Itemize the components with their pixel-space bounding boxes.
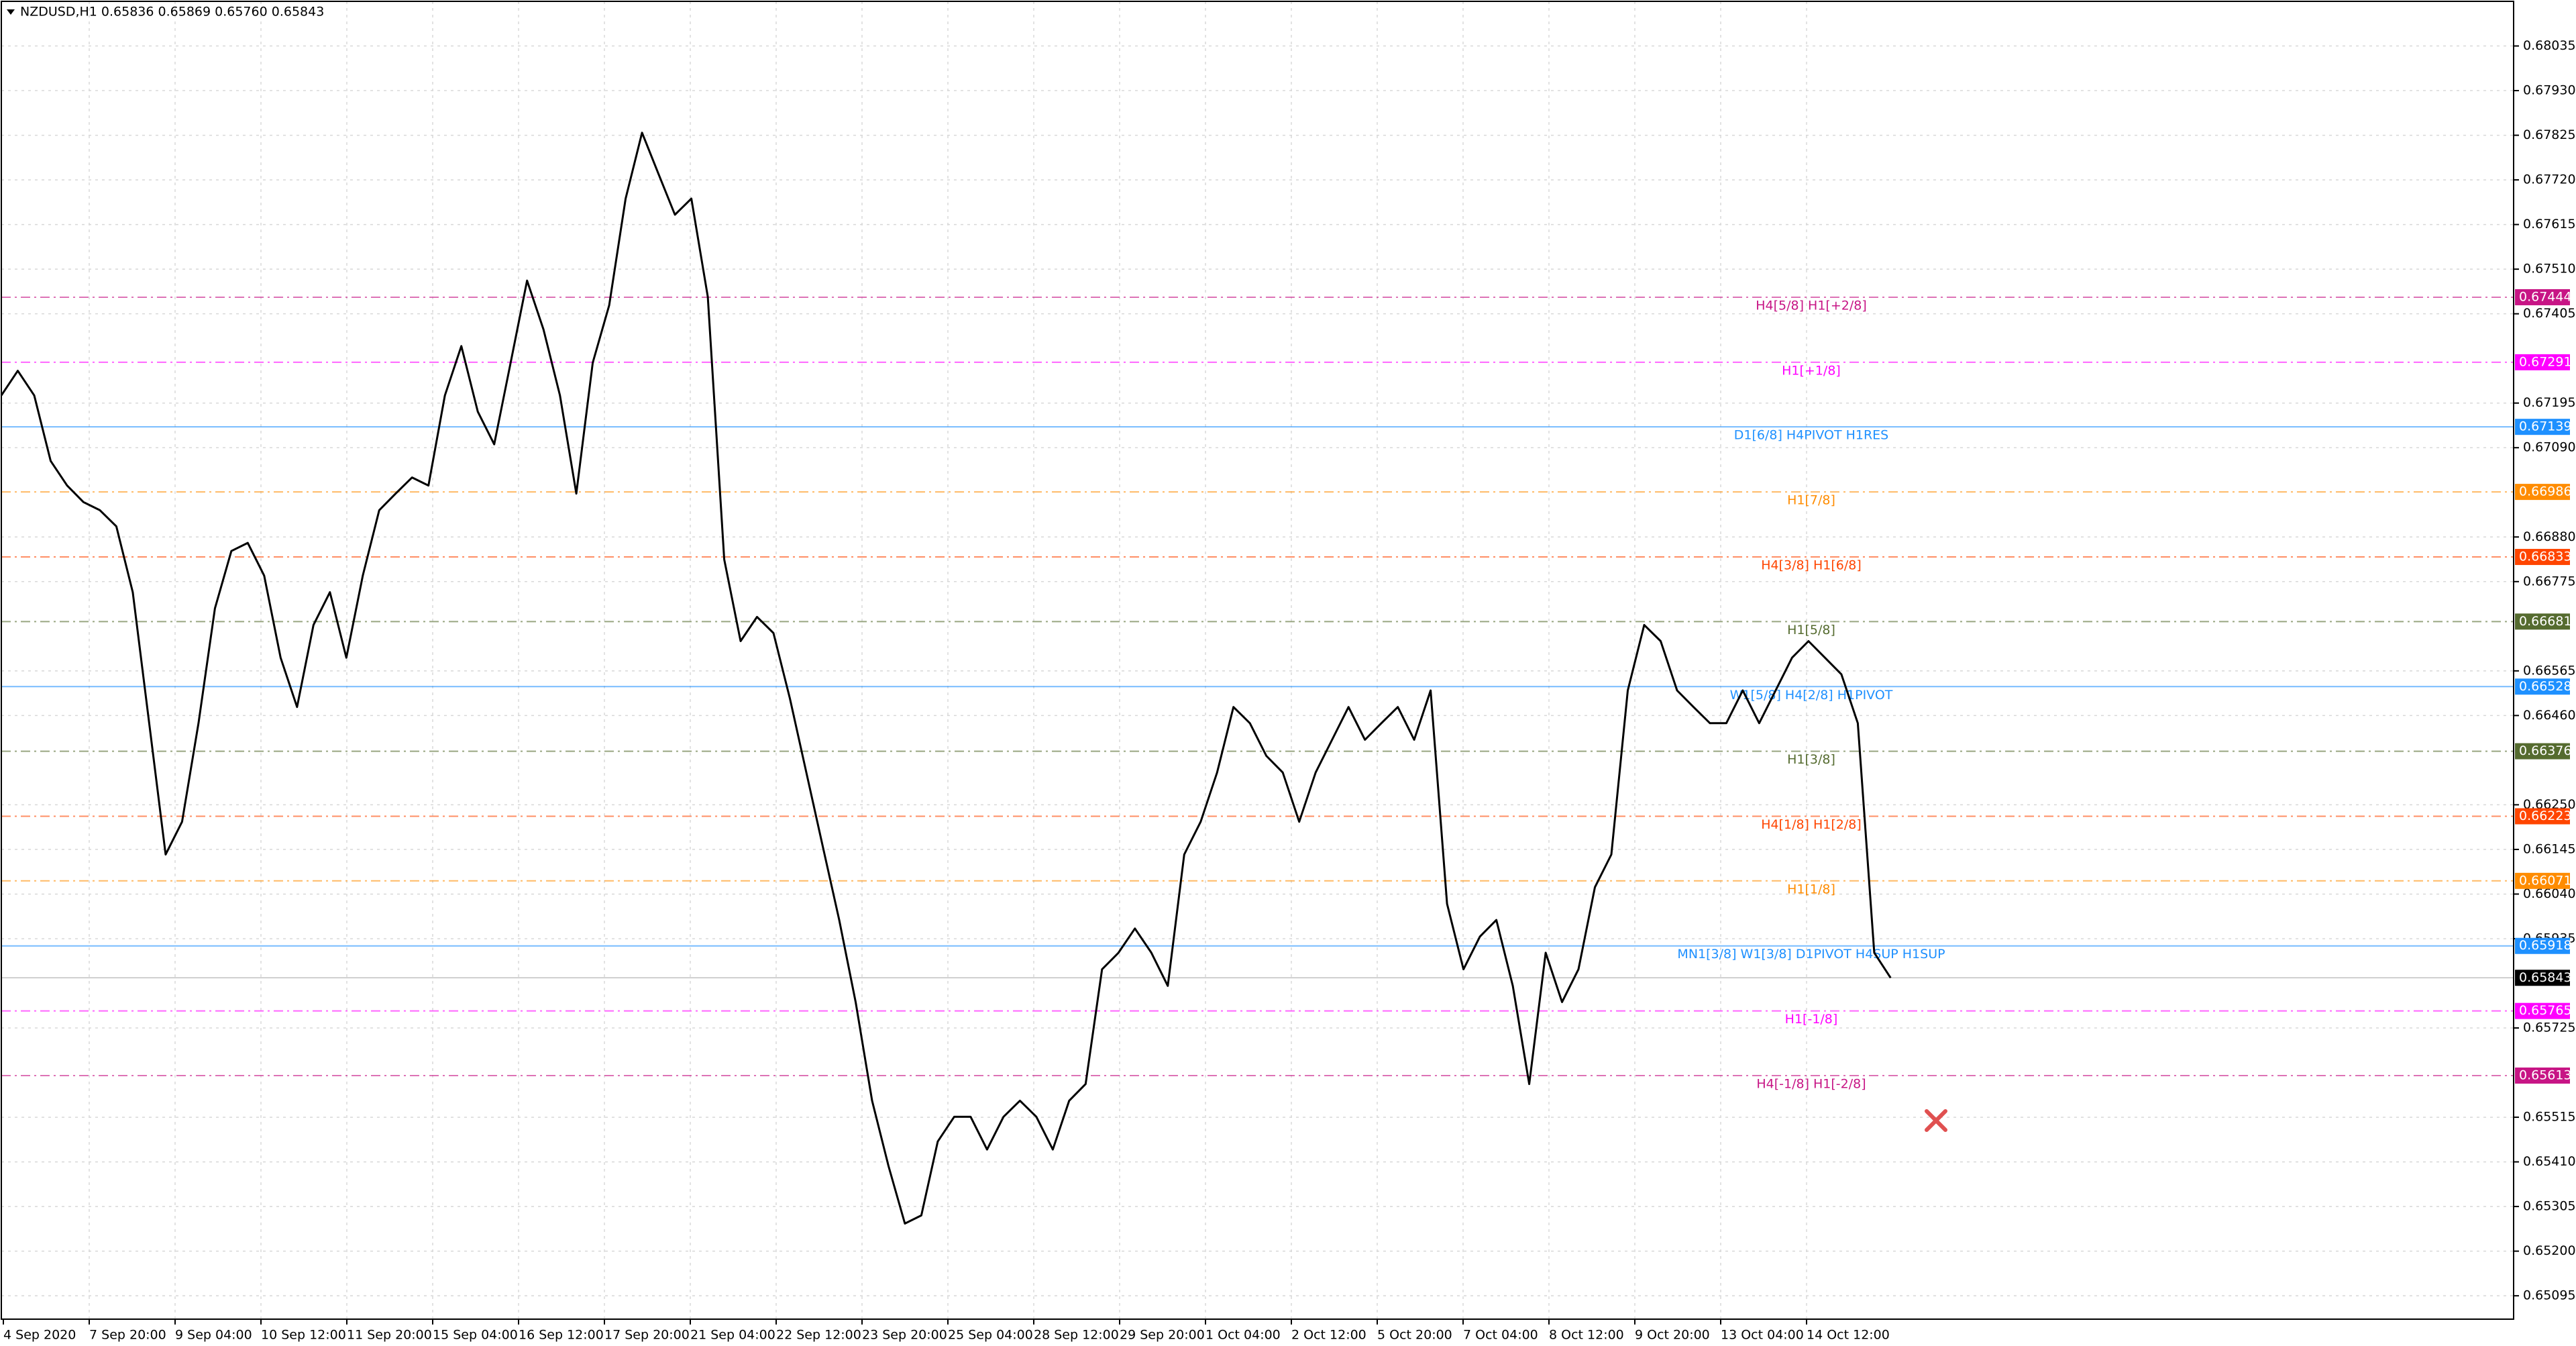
price-box <box>2515 808 2570 825</box>
x-tick-label: 17 Sep 20:00 <box>604 1328 690 1343</box>
price-box <box>2515 419 2570 435</box>
y-tick-label: 0.66880 <box>2523 529 2576 544</box>
y-tick-label: 0.67405 <box>2523 306 2576 321</box>
price-box <box>2515 549 2570 566</box>
y-tick-label: 0.65095 <box>2523 1288 2576 1303</box>
price-box <box>2515 1002 2570 1019</box>
y-tick-label: 0.65305 <box>2523 1199 2576 1214</box>
y-tick-label: 0.66145 <box>2523 841 2576 856</box>
x-tick-label: 1 Oct 04:00 <box>1205 1328 1281 1343</box>
x-tick-label: 5 Oct 20:00 <box>1377 1328 1452 1343</box>
series <box>0 132 1892 1225</box>
price-box-label: 0.65918 <box>2519 938 2572 953</box>
price-box <box>2515 678 2570 695</box>
x-tick-label: 7 Sep 20:00 <box>89 1328 166 1343</box>
price-box-label: 0.66986 <box>2519 484 2572 499</box>
price-box-label: 0.67444 <box>2519 289 2572 304</box>
price-box-label: 0.66223 <box>2519 809 2572 823</box>
price-box <box>2515 743 2570 760</box>
price-box <box>2515 289 2570 305</box>
y-tick-label: 0.66565 <box>2523 663 2576 678</box>
x-tick-label: 8 Oct 12:00 <box>1549 1328 1624 1343</box>
level-label: H1[5/8] <box>1787 623 1835 637</box>
y-tick-label: 0.65410 <box>2523 1154 2576 1169</box>
y-tick-label: 0.67510 <box>2523 262 2576 276</box>
grid <box>1 1 2514 1319</box>
level-label: H1[+1/8] <box>1782 363 1841 378</box>
price-box <box>2515 613 2570 630</box>
y-tick-label: 0.67615 <box>2523 217 2576 231</box>
x-tick-label: 15 Sep 04:00 <box>433 1328 518 1343</box>
y-tick-label: 0.66460 <box>2523 708 2576 723</box>
x-tick-label: 10 Sep 12:00 <box>261 1328 346 1343</box>
y-tick-label: 0.67720 <box>2523 172 2576 187</box>
x-tick-label: 7 Oct 04:00 <box>1463 1328 1538 1343</box>
level-label: H1[-1/8] <box>1785 1012 1838 1027</box>
price-box-label: 0.67291 <box>2519 354 2572 369</box>
price-box-label: 0.66528 <box>2519 679 2572 694</box>
x-tick-label: 16 Sep 12:00 <box>519 1328 604 1343</box>
y-tick-label: 0.65725 <box>2523 1021 2576 1035</box>
x-tick-label: 22 Sep 12:00 <box>776 1328 861 1343</box>
x-tick-label: 4 Sep 2020 <box>3 1328 76 1343</box>
x-tick-label: 13 Oct 04:00 <box>1721 1328 1804 1343</box>
last-price-box <box>2515 970 2570 986</box>
plot-frame <box>1 1 2514 1320</box>
y-tick-label: 0.67090 <box>2523 440 2576 455</box>
price-box <box>2515 354 2570 370</box>
level-label: H4[3/8] H1[6/8] <box>1761 558 1862 573</box>
level-label: H4[1/8] H1[2/8] <box>1761 817 1862 832</box>
level-label: H4[5/8] H1[+2/8] <box>1756 298 1867 313</box>
price-box-label: 0.66681 <box>2519 614 2572 629</box>
y-tick-label: 0.66040 <box>2523 886 2576 901</box>
price-line <box>0 132 1892 1225</box>
price-box <box>2515 937 2570 954</box>
price-box <box>2515 872 2570 889</box>
price-box-label: 0.66833 <box>2519 550 2572 564</box>
x-tick-label: 29 Sep 20:00 <box>1120 1328 1205 1343</box>
level-label: H1[1/8] <box>1787 882 1835 896</box>
level-label: H1[3/8] <box>1787 752 1835 767</box>
price-box-label: 0.65613 <box>2519 1068 2572 1082</box>
y-tick-label: 0.65515 <box>2523 1110 2576 1125</box>
level-label: W1[5/8] H4[2/8] H1PIVOT <box>1730 688 1893 703</box>
axes: 0.68035 0.67930 0.67825 0.67720 0.67615 0.675… <box>3 38 2576 1343</box>
x-tick-label: 2 Oct 12:00 <box>1291 1328 1366 1343</box>
y-tick-label: 0.68035 <box>2523 38 2576 53</box>
x-tick-label: 28 Sep 12:00 <box>1034 1328 1119 1343</box>
x-tick-label: 11 Sep 20:00 <box>347 1328 432 1343</box>
y-tick-label: 0.67195 <box>2523 395 2576 410</box>
x-tick-label: 9 Oct 20:00 <box>1635 1328 1710 1343</box>
y-tick-label: 0.67825 <box>2523 127 2576 142</box>
x-tick-label: 21 Sep 04:00 <box>690 1328 775 1343</box>
y-tick-label: 0.66775 <box>2523 574 2576 588</box>
price-box-label: 0.65765 <box>2519 1003 2572 1018</box>
last-price-label: 0.65843 <box>2519 970 2572 985</box>
x-tick-label: 9 Sep 04:00 <box>175 1328 252 1343</box>
level-label: D1[6/8] H4PIVOT H1RES <box>1734 428 1889 443</box>
price-box-label: 0.66071 <box>2519 873 2572 888</box>
x-tick-label: 14 Oct 12:00 <box>1807 1328 1890 1343</box>
menu-triangle <box>7 9 15 15</box>
close-marker <box>1925 1109 1947 1132</box>
y-tick-label: 0.67930 <box>2523 83 2576 98</box>
price-box-label: 0.66376 <box>2519 743 2572 758</box>
chart-title: NZDUSD,H1 0.65836 0.65869 0.65760 0.6584… <box>20 5 324 19</box>
level-label: H4[-1/8] H1[-2/8] <box>1756 1076 1866 1091</box>
price-box <box>2515 484 2570 501</box>
level-label: MN1[3/8] W1[3/8] D1PIVOT H4SUP H1SUP <box>1677 947 1945 962</box>
x-tick-label: 25 Sep 04:00 <box>948 1328 1033 1343</box>
price-box <box>2515 1067 2570 1084</box>
y-tick-label: 0.65200 <box>2523 1243 2576 1258</box>
level-label: H1[7/8] <box>1787 493 1835 508</box>
x-tick-label: 23 Sep 20:00 <box>862 1328 947 1343</box>
y-tick-label: 0.66250 <box>2523 797 2576 812</box>
price-box-label: 0.67139 <box>2519 419 2572 434</box>
levels: H4[5/8] H1[+2/8] H1[+1/8] D1[6/8] H4PIVOT … <box>1 296 2514 1091</box>
